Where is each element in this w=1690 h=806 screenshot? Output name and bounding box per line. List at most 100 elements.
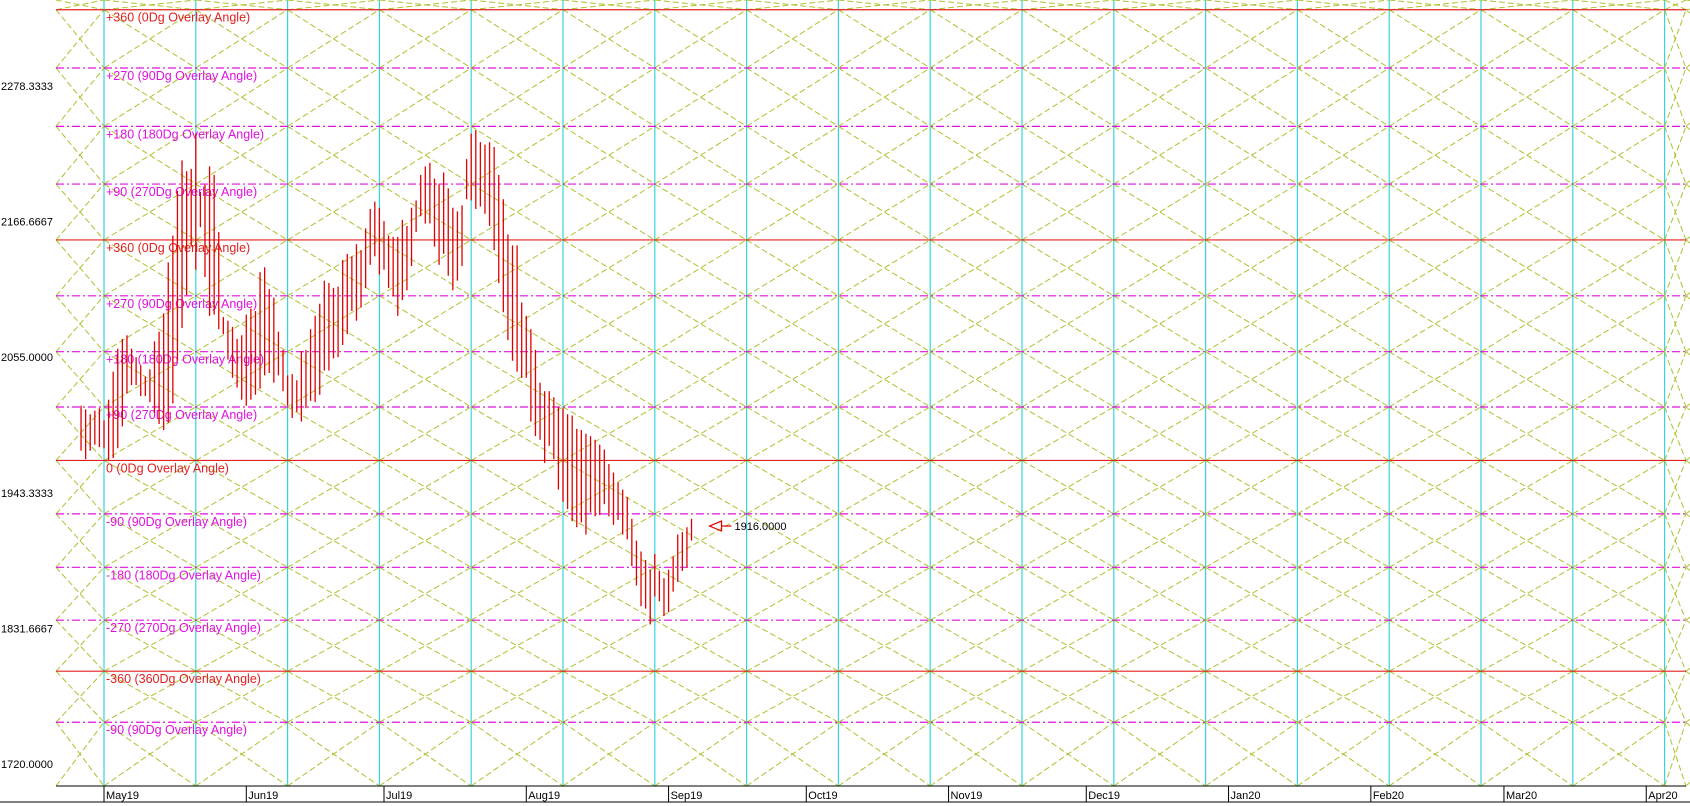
overlay-angle-line xyxy=(929,67,1023,127)
overlay-angle-line xyxy=(1685,239,1690,244)
overlay-angle-line xyxy=(929,670,1023,723)
overlay-angle-line xyxy=(1205,67,1298,127)
overlay-angle-line xyxy=(379,125,472,185)
overlay-angle-line xyxy=(1113,721,1206,787)
overlay-angle-line xyxy=(55,126,105,185)
overlay-angle-line xyxy=(1664,722,1687,787)
overlay-angle-line xyxy=(470,9,564,69)
overlay-angle-line xyxy=(1388,67,1482,127)
x-tick-label: May19 xyxy=(106,790,139,802)
x-tick-label: Oct19 xyxy=(808,790,837,802)
overlay-angle-line xyxy=(55,406,105,461)
x-tick-label: Jul19 xyxy=(386,790,412,802)
y-tick-label: 1720.0000 xyxy=(1,759,53,771)
overlay-angle-line xyxy=(1664,67,1687,127)
overlay-angle-line xyxy=(654,670,747,723)
overlay-angle-line xyxy=(103,0,196,11)
overlay-angle-line xyxy=(1685,122,1690,127)
overlay-angle-line xyxy=(1685,291,1690,297)
overlay-angle-line xyxy=(1388,619,1482,672)
y-tick-label: 1831.6667 xyxy=(1,623,53,635)
overlay-angle-line xyxy=(562,125,656,185)
overlay-angle-line xyxy=(379,670,472,723)
overlay-angle-line xyxy=(1685,513,1690,518)
overlay-angle-line xyxy=(1685,510,1690,515)
overlay-angle-line xyxy=(929,721,1023,787)
overlay-angle-line xyxy=(379,619,472,672)
overlay-angle-line xyxy=(55,406,105,461)
overlay-angle-line xyxy=(1685,347,1690,353)
overlay-angle-line xyxy=(379,67,472,127)
overlay-angle-line xyxy=(1685,351,1690,356)
overlay-angle-line xyxy=(287,619,380,672)
overlay-angle-line xyxy=(55,566,105,621)
overlay-angle-line xyxy=(470,619,564,672)
overlay-angle-line xyxy=(562,9,656,69)
overlay-angle-line xyxy=(55,513,105,568)
overlay-angle-line xyxy=(1113,125,1206,185)
overlay-angle-line xyxy=(746,721,839,787)
overlay-angle-line xyxy=(379,619,472,672)
overlay-angle-line xyxy=(1480,619,1574,672)
overlay-angle-line xyxy=(471,0,564,11)
overlay-angle-line xyxy=(1664,513,1687,568)
overlay-angle-line xyxy=(1205,9,1298,69)
overlay-angle-line xyxy=(470,67,564,127)
overlay-angle-line xyxy=(1297,670,1390,723)
overlay-angle-line xyxy=(1113,67,1206,127)
overlay-angle-line xyxy=(55,670,105,723)
overlay-angle-line xyxy=(1205,721,1298,787)
overlay-angle-line xyxy=(470,670,564,723)
overlay-angle-line xyxy=(1113,670,1206,723)
overlay-angle-line xyxy=(838,0,931,11)
overlay-angle-line xyxy=(746,619,839,672)
overlay-angle-line xyxy=(1685,0,1690,2)
overlay-angle-line xyxy=(55,9,105,69)
overlay-angle-line xyxy=(1297,9,1390,69)
overlay-angle-line xyxy=(55,295,105,353)
overlay-angle-line xyxy=(1664,406,1687,461)
overlay-angle-line xyxy=(1664,295,1687,352)
overlay-angle-line xyxy=(470,619,564,672)
overlay-angle-line xyxy=(1685,616,1690,621)
overlay-angle-line xyxy=(654,670,747,723)
overlay-angle-line xyxy=(1685,183,1690,188)
level-label-left: -90 (90Dg Overlay Angle) xyxy=(106,723,247,737)
overlay-angle-line xyxy=(1664,126,1687,185)
overlay-angle-line xyxy=(746,0,839,11)
x-tick-label: Feb20 xyxy=(1373,790,1404,802)
overlay-angle-line xyxy=(1021,619,1115,672)
overlay-angle-line xyxy=(1388,9,1482,69)
x-tick-label: Apr20 xyxy=(1648,790,1677,802)
overlay-angle-line xyxy=(470,721,564,787)
overlay-angle-line xyxy=(562,670,656,723)
overlay-angle-line xyxy=(55,351,105,408)
overlay-angle-line xyxy=(470,125,564,185)
overlay-angle-line xyxy=(287,9,380,69)
overlay-angle-line xyxy=(654,619,747,672)
x-tick-label: Sep19 xyxy=(671,790,703,802)
overlay-angle-line xyxy=(1480,0,1573,11)
overlay-angle-line xyxy=(930,0,1023,11)
level-label-left: +360 (0Dg Overlay Angle) xyxy=(106,11,250,25)
overlay-angle-line xyxy=(1572,670,1665,723)
overlay-angle-line xyxy=(1021,619,1115,672)
overlay-angle-line xyxy=(1685,295,1690,300)
overlay-angle-line xyxy=(838,619,931,672)
overlay-angle-line xyxy=(1572,721,1665,787)
overlay-angle-line xyxy=(55,670,105,723)
y-tick-label: 1943.3333 xyxy=(1,488,53,500)
overlay-angle-line xyxy=(287,125,380,185)
overlay-angle-line xyxy=(654,0,747,11)
x-axis-band xyxy=(0,787,1690,806)
overlay-angle-line xyxy=(1021,0,1114,11)
level-label-left: 0 (0Dg Overlay Angle) xyxy=(106,461,229,475)
overlay-angle-line xyxy=(1685,667,1690,672)
overlay-angle-line xyxy=(55,460,105,515)
overlay-angle-line xyxy=(654,67,747,127)
overlay-angle-line xyxy=(746,67,839,127)
overlay-angle-line xyxy=(1297,619,1390,672)
overlay-angle-line xyxy=(1113,0,1206,11)
overlay-angle-line xyxy=(1685,670,1690,675)
